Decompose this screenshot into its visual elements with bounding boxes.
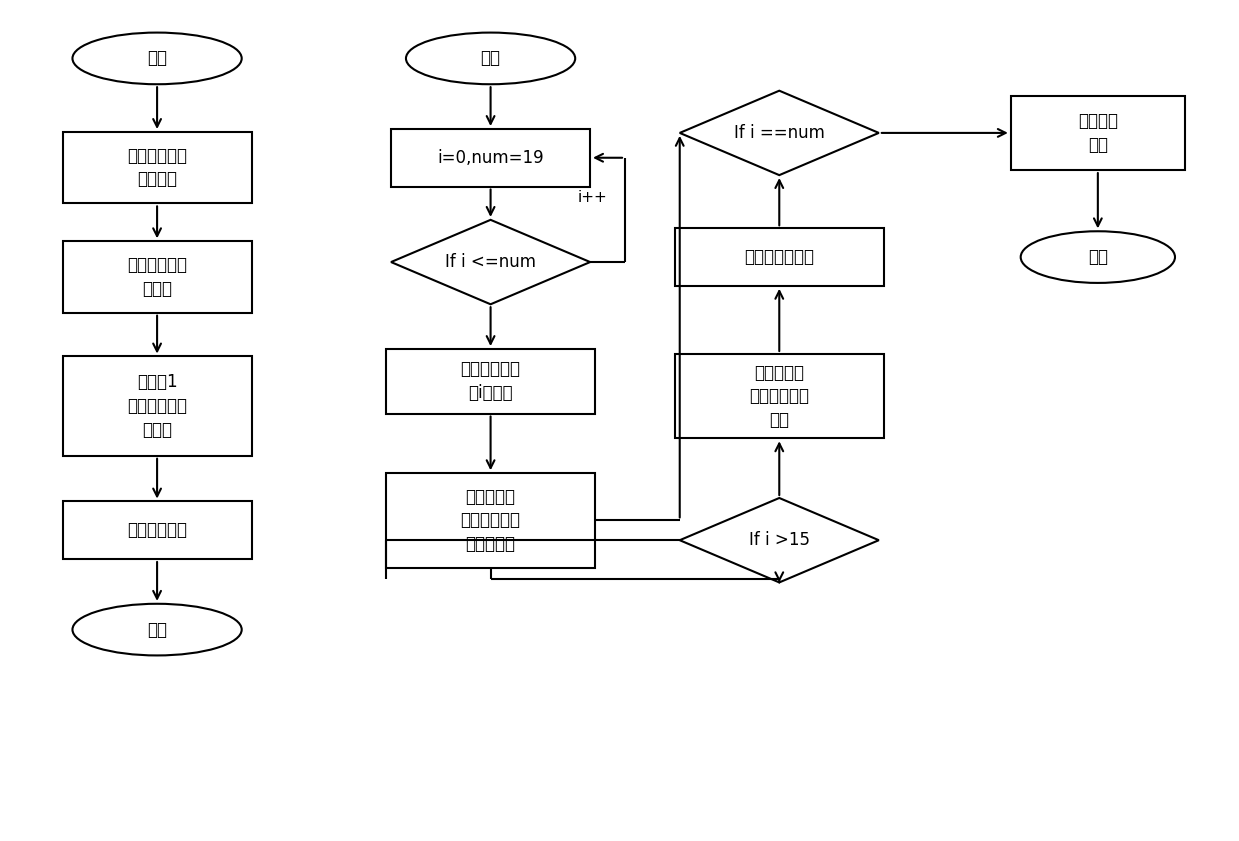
Text: 子流程1
运行机器人标
定程序: 子流程1 运行机器人标 定程序 xyxy=(128,373,187,439)
Polygon shape xyxy=(680,498,878,583)
Ellipse shape xyxy=(406,33,575,84)
Ellipse shape xyxy=(72,604,242,655)
Text: If i >15: If i >15 xyxy=(748,532,810,549)
Text: 采集标定图
像，获取当前
机器人位姿: 采集标定图 像，获取当前 机器人位姿 xyxy=(461,488,520,553)
Bar xyxy=(62,132,252,204)
Bar xyxy=(1011,96,1184,170)
Text: 保存激光线图像: 保存激光线图像 xyxy=(745,248,814,266)
Bar xyxy=(675,354,883,438)
Bar xyxy=(62,357,252,456)
Text: 机器人运动到
第i个位置: 机器人运动到 第i个位置 xyxy=(461,361,520,402)
Text: 运行标定
算法: 运行标定 算法 xyxy=(1078,112,1118,154)
Bar xyxy=(387,349,595,414)
Bar xyxy=(675,228,883,286)
Text: 输出标定参数: 输出标定参数 xyxy=(128,521,187,539)
Text: If i ==num: If i ==num xyxy=(733,124,825,142)
Polygon shape xyxy=(392,220,590,304)
Bar xyxy=(62,241,252,313)
Text: 结束: 结束 xyxy=(147,621,167,638)
Text: If i <=num: If i <=num xyxy=(445,253,536,271)
Text: i++: i++ xyxy=(577,190,607,205)
Text: 打开激光器
更改相机曝光
时间: 打开激光器 更改相机曝光 时间 xyxy=(750,363,809,429)
Text: 开始: 开始 xyxy=(147,50,167,67)
Ellipse shape xyxy=(72,33,242,84)
Text: 更新机器人标
定位置: 更新机器人标 定位置 xyxy=(128,257,187,298)
Text: 开始: 开始 xyxy=(481,50,501,67)
Bar xyxy=(387,473,595,568)
Text: 结束: 结束 xyxy=(1088,248,1108,266)
Ellipse shape xyxy=(1021,231,1175,283)
Text: 初始标定位置
图像定位: 初始标定位置 图像定位 xyxy=(128,147,187,188)
Text: i=0,num=19: i=0,num=19 xyxy=(437,149,544,167)
Bar xyxy=(392,129,590,187)
Polygon shape xyxy=(680,91,878,175)
Bar xyxy=(62,501,252,559)
